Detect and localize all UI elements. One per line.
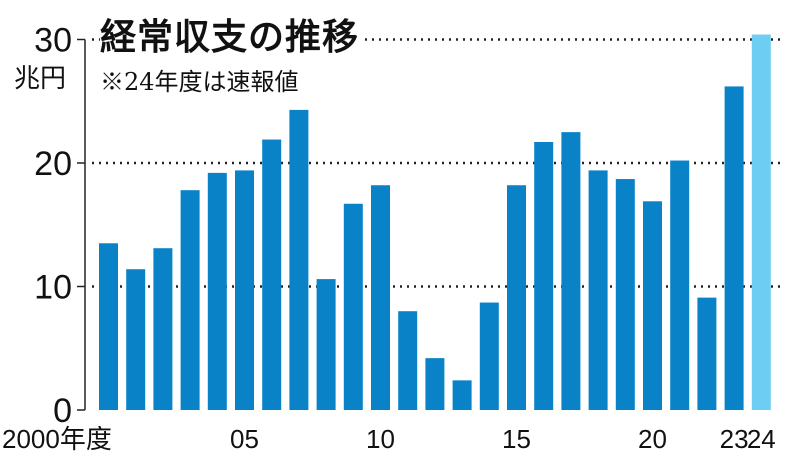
bar-2015 bbox=[507, 185, 526, 410]
bar-2019 bbox=[615, 179, 635, 410]
bar-2004 bbox=[207, 172, 227, 410]
bar-2008 bbox=[316, 279, 336, 410]
y-tick-label: 0 bbox=[53, 392, 72, 430]
bar-2016 bbox=[534, 142, 554, 410]
x-tick-label: 05 bbox=[230, 424, 259, 454]
chart-subtitle: ※24年度は速報値 bbox=[100, 62, 305, 97]
bar-2007 bbox=[289, 109, 309, 411]
bar-2014 bbox=[479, 302, 499, 410]
x-tick-label: 15 bbox=[502, 424, 531, 454]
bar-2022 bbox=[697, 297, 717, 410]
bar-2017 bbox=[561, 132, 581, 410]
bar-2013 bbox=[452, 380, 472, 410]
y-tick-label: 20 bbox=[34, 145, 72, 183]
bar-2018 bbox=[588, 170, 608, 410]
y-tick-label: 10 bbox=[34, 269, 72, 307]
x-tick-label: 10 bbox=[366, 424, 395, 454]
bar-2005 bbox=[235, 170, 254, 410]
y-axis-unit: 兆円 bbox=[14, 64, 67, 94]
x-tick-label: 2000年度 bbox=[2, 424, 112, 454]
bar-2020 bbox=[643, 201, 662, 410]
bar-2024 bbox=[751, 34, 771, 411]
x-tick-label: 20 bbox=[638, 424, 667, 454]
bar-2010 bbox=[371, 185, 390, 410]
y-tick-label: 30 bbox=[34, 22, 72, 60]
bar-2006 bbox=[262, 139, 282, 410]
bar-2000 bbox=[99, 243, 118, 410]
bar-2002 bbox=[153, 248, 173, 410]
bar-2021 bbox=[670, 160, 690, 410]
bar-2011 bbox=[398, 311, 418, 410]
x-tick-label: 23 bbox=[720, 424, 749, 454]
x-tick-label: 24 bbox=[747, 424, 776, 454]
bar-2023 bbox=[724, 86, 744, 411]
bar-2012 bbox=[425, 358, 445, 410]
bar-2009 bbox=[343, 203, 363, 410]
bar-2003 bbox=[180, 190, 200, 410]
chart-title: 経常収支の推移 bbox=[100, 8, 366, 60]
bar-2001 bbox=[126, 269, 146, 410]
